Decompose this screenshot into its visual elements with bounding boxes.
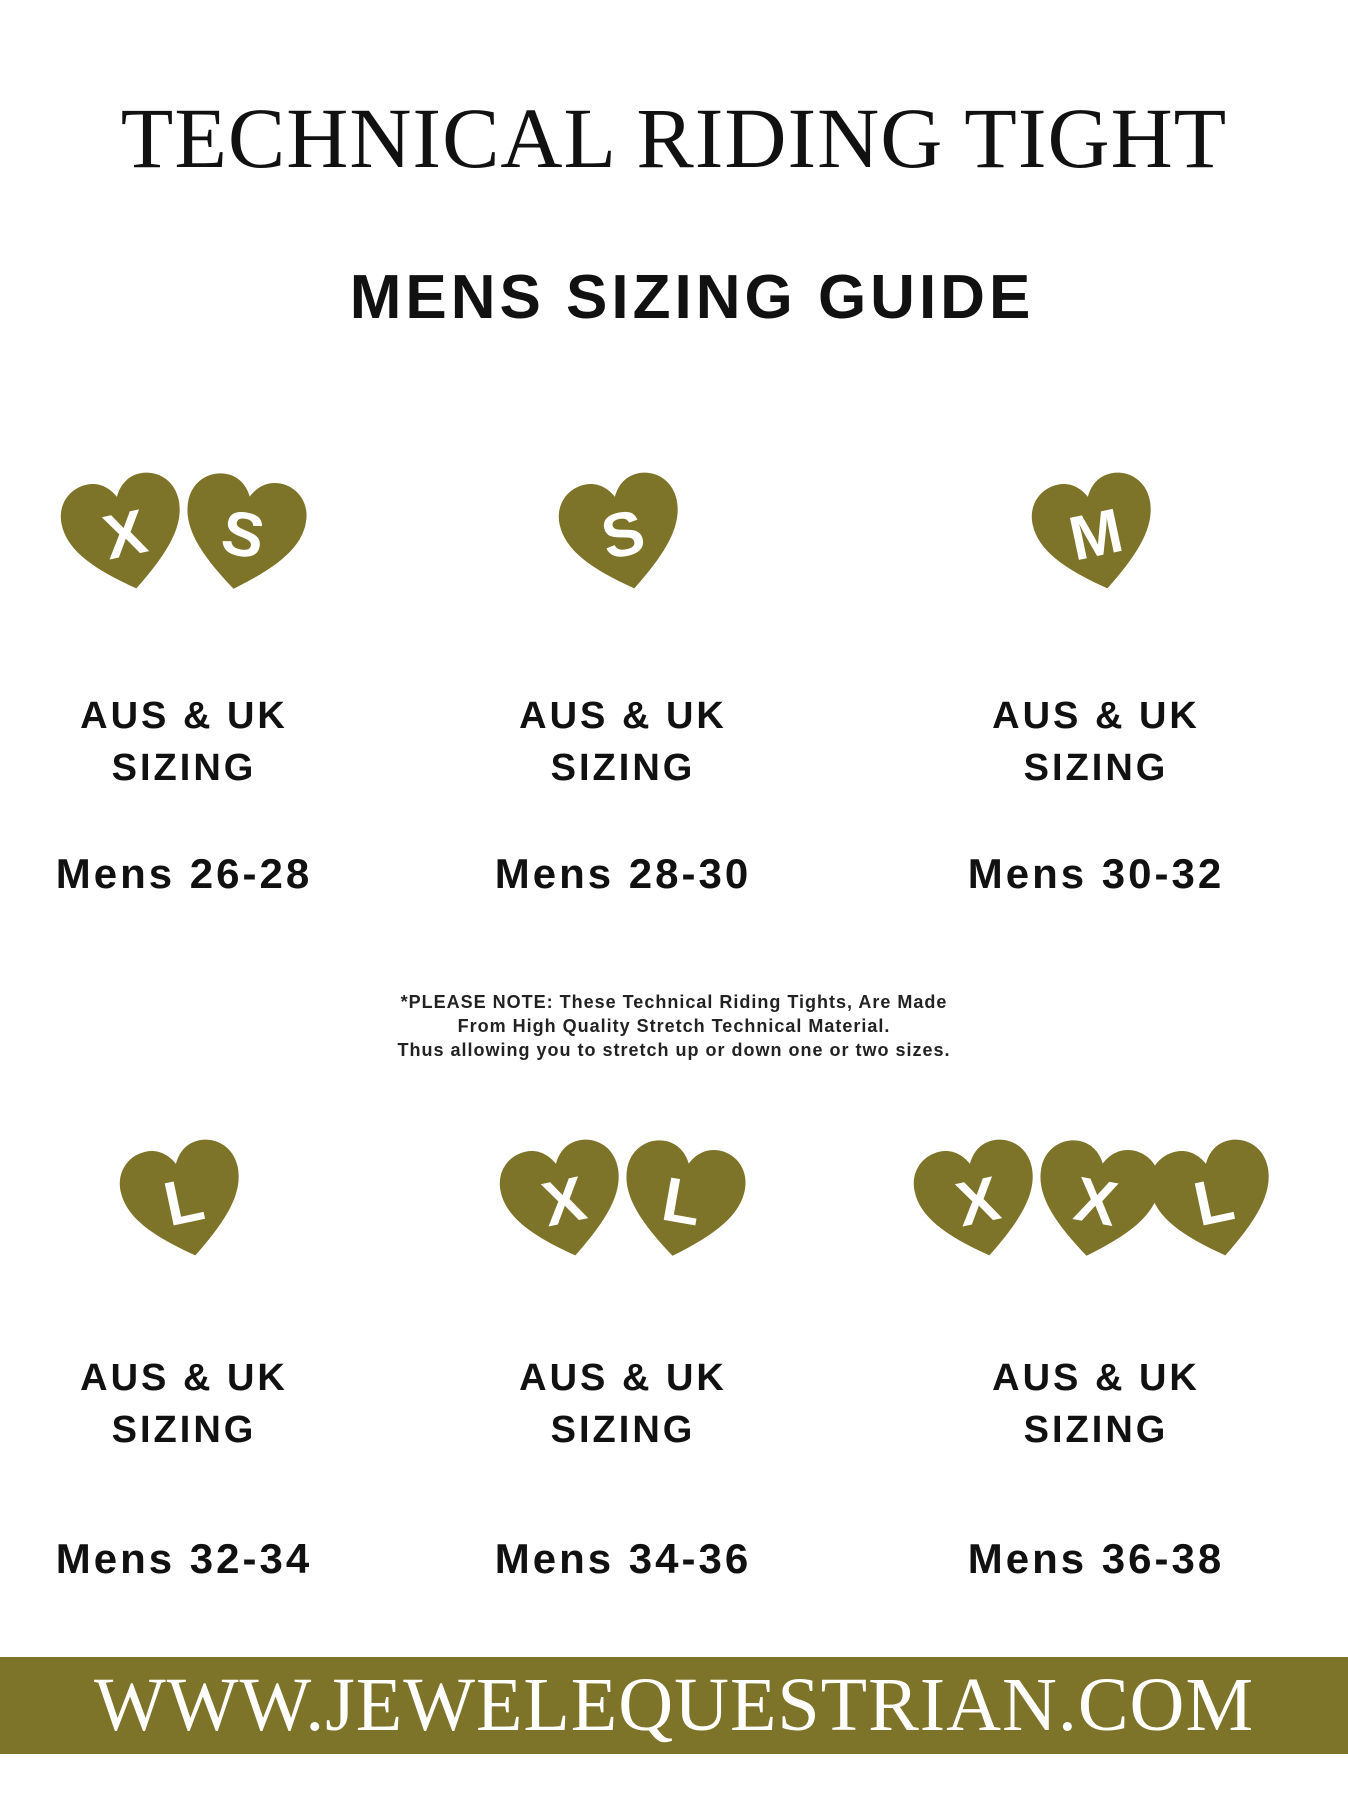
region-line: AUS & UK (80, 1357, 288, 1399)
size-range: Mens 36-38 (967, 1535, 1225, 1582)
region-label: AUS & UK SIZING (876, 1352, 1316, 1456)
region-line: SIZING (1023, 1409, 1169, 1451)
size-hearts: X X L (906, 1137, 1286, 1267)
region-label: AUS & UK SIZING (403, 690, 843, 794)
size-range: Mens 32-34 (55, 1535, 313, 1582)
size-hearts: X S (54, 470, 314, 600)
size-hearts: S (553, 470, 693, 600)
note-line: From High Quality Stretch Technical Mate… (457, 1016, 891, 1036)
size-range: Mens 28-30 (494, 850, 752, 897)
region-line: SIZING (1023, 747, 1169, 789)
heart-icon: M (1031, 472, 1151, 589)
region-line: AUS & UK (519, 1357, 727, 1399)
heart-icon: L (626, 1140, 746, 1256)
region-label: AUS & UK SIZING (0, 690, 404, 794)
stretch-note: *PLEASE NOTE: These Technical Riding Tig… (0, 990, 1348, 1062)
region-line: SIZING (111, 747, 257, 789)
heart-icon: X (60, 472, 180, 589)
size-range: Mens 34-36 (494, 1535, 752, 1582)
page-subtitle: MENS SIZING GUIDE (349, 263, 1035, 332)
region-line: AUS & UK (519, 695, 727, 737)
region-line: AUS & UK (80, 695, 288, 737)
heart-icon: X (1040, 1140, 1160, 1256)
footer-banner: WWW.JEWELEQUESTRIAN.COM (0, 1657, 1348, 1754)
region-line: SIZING (550, 747, 696, 789)
region-line: SIZING (550, 1409, 696, 1451)
heart-icon: S (558, 472, 678, 589)
note-line: *PLEASE NOTE: These Technical Riding Tig… (400, 992, 948, 1012)
note-line: Thus allowing you to stretch up or down … (397, 1040, 951, 1060)
page-title: TECHNICAL RIDING TIGHT (120, 90, 1228, 186)
website-url: WWW.JEWELEQUESTRIAN.COM (93, 1663, 1255, 1747)
region-line: AUS & UK (992, 695, 1200, 737)
heart-icon: S (187, 473, 307, 589)
region-line: AUS & UK (992, 1357, 1200, 1399)
size-range: Mens 26-28 (55, 850, 313, 897)
region-label: AUS & UK SIZING (0, 1352, 404, 1456)
heart-icon: L (1149, 1139, 1269, 1256)
region-label: AUS & UK SIZING (403, 1352, 843, 1456)
region-line: SIZING (111, 1409, 257, 1451)
heart-icon: X (913, 1139, 1033, 1256)
size-hearts: X L (493, 1137, 753, 1267)
heart-icon: L (119, 1139, 239, 1256)
region-label: AUS & UK SIZING (876, 690, 1316, 794)
size-hearts: L (114, 1137, 254, 1267)
size-hearts: M (1026, 470, 1166, 600)
size-range: Mens 30-32 (967, 850, 1225, 897)
heart-icon: X (499, 1139, 619, 1256)
